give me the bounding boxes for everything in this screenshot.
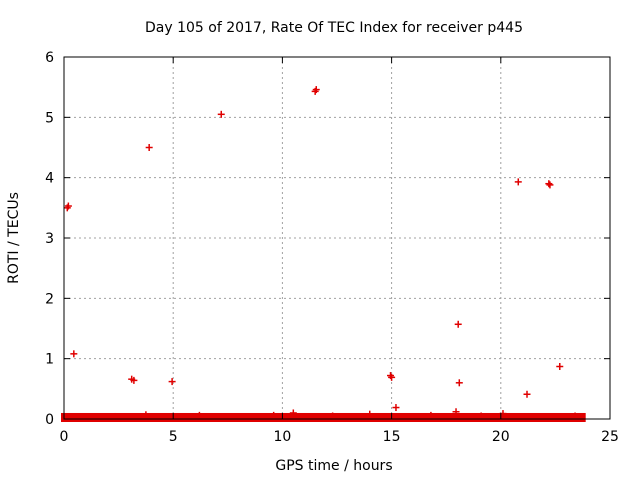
x-axis-label: GPS time / hours [275, 458, 392, 474]
x-tick-label: 10 [273, 429, 291, 445]
x-tick-label: 15 [383, 429, 401, 445]
y-tick-label: 6 [45, 50, 54, 66]
data-point [454, 320, 462, 328]
data-point [217, 110, 225, 118]
data-point [289, 409, 297, 417]
y-axis-ticks: 0 1 2 3 4 5 6 [45, 50, 610, 428]
baseline-band-segment [114, 412, 586, 422]
y-axis-label: ROTI / TECUs [6, 192, 22, 284]
x-tick-label: 0 [60, 429, 69, 445]
data-point [142, 411, 150, 419]
x-tick-label: 25 [601, 429, 619, 445]
y-tick-label: 5 [45, 110, 54, 126]
y-tick-label: 4 [45, 171, 54, 187]
data-point [523, 390, 531, 398]
x-axis-ticks: 0 5 10 15 20 25 [60, 57, 619, 445]
y-tick-label: 3 [45, 231, 54, 247]
x-tick-label: 20 [492, 429, 510, 445]
data-point [195, 411, 203, 419]
data-point [70, 350, 78, 358]
data-point [571, 412, 579, 420]
data-point [312, 86, 320, 94]
data-point [427, 411, 435, 419]
y-tick-label: 0 [45, 412, 54, 428]
data-point [545, 180, 553, 188]
x-tick-label: 5 [169, 429, 178, 445]
data-points [63, 86, 579, 420]
grid-lines [64, 57, 610, 419]
data-point [546, 181, 554, 189]
baseline-band [61, 412, 586, 422]
chart-title: Day 105 of 2017, Rate Of TEC Index for r… [145, 20, 523, 36]
data-point [145, 144, 153, 151]
data-point [130, 376, 138, 384]
baseline-band-segment [61, 412, 117, 422]
data-point [168, 378, 176, 386]
y-tick-label: 2 [45, 291, 54, 307]
data-point [556, 363, 564, 371]
data-point [64, 202, 72, 210]
data-point [392, 404, 400, 412]
y-tick-label: 1 [45, 352, 54, 368]
data-point [455, 379, 463, 387]
data-point [514, 178, 522, 186]
data-point [366, 410, 374, 418]
data-point [388, 373, 396, 381]
data-point [329, 412, 337, 420]
data-point [452, 408, 460, 416]
data-point [270, 411, 278, 419]
data-point [477, 412, 485, 420]
